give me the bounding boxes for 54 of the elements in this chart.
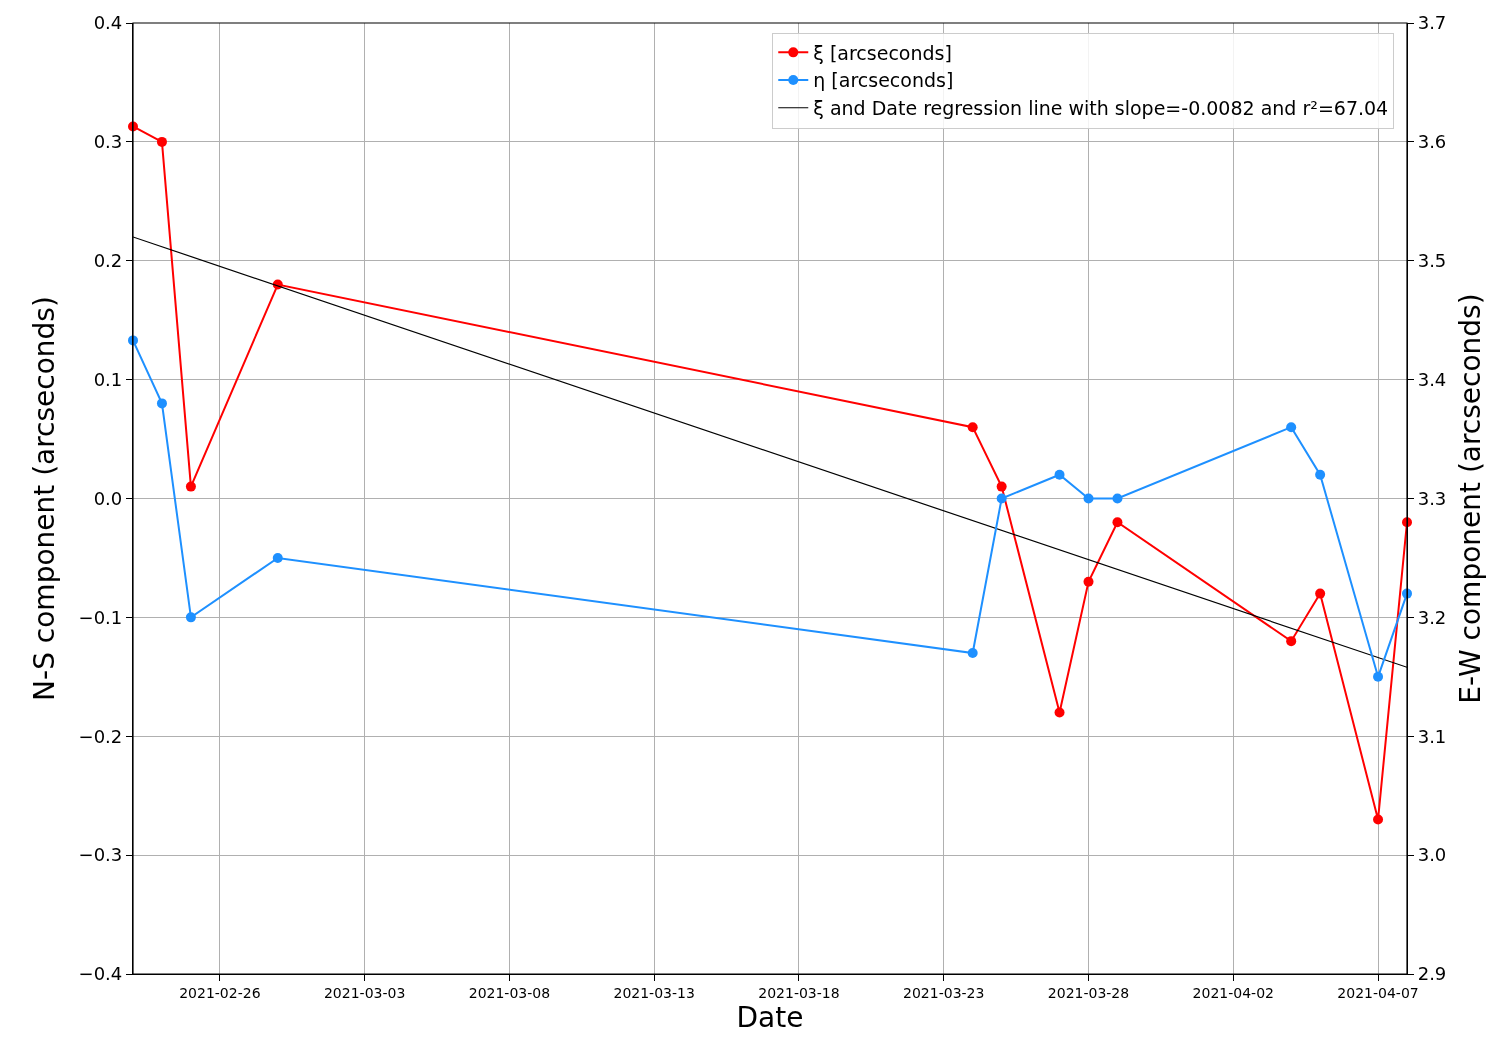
x-tick-label: 2021-03-23: [903, 984, 985, 1001]
legend-label: ξ and Date regression line with slope=-0.0082 and r²=67.04: [813, 97, 1389, 120]
y2-tick-label: 3.1: [1417, 725, 1447, 747]
y-tick-label: 0.2: [93, 250, 123, 272]
y2-tick-label: 2.9: [1417, 963, 1447, 985]
point: [996, 481, 1007, 492]
point: [1112, 517, 1123, 528]
point: [1286, 422, 1297, 433]
point: [156, 136, 167, 147]
y2-tick-label: 3.2: [1417, 606, 1447, 628]
x-tick-label: 2021-03-18: [758, 984, 840, 1001]
y-tick-label: 0.1: [93, 368, 123, 390]
point: [967, 422, 978, 433]
y2-tick-label: 3.0: [1417, 844, 1447, 866]
x-tick-label: 2021-03-03: [323, 984, 406, 1001]
y2-tick-label: 3.4: [1417, 368, 1447, 390]
y2-axis-title: E-W component (arcseconds): [1454, 293, 1488, 704]
point: [272, 552, 283, 563]
y2-tick-label: 3.3: [1417, 487, 1447, 509]
point: [996, 493, 1007, 504]
point: [1286, 636, 1297, 647]
y-tick-label: 0.4: [93, 12, 123, 34]
point: [1054, 707, 1065, 718]
x-tick-label: 2021-02-26: [179, 984, 261, 1001]
y-tick-label: 0.0: [93, 487, 123, 509]
point: [1083, 576, 1094, 587]
y2-tick-label: 3.5: [1417, 250, 1447, 272]
point: [156, 398, 167, 409]
y-axis-title: N-S component (arcseconds): [28, 296, 62, 701]
y2-tick-label: 3.6: [1417, 131, 1447, 153]
x-tick-label: 2021-03-13: [613, 984, 695, 1001]
x-tick-label: 2021-03-08: [468, 984, 551, 1001]
point: [1112, 493, 1123, 504]
y-tick-label: −0.3: [78, 844, 123, 866]
point: [1373, 814, 1384, 825]
point: [1054, 469, 1065, 480]
y2-tick-label: 3.7: [1417, 12, 1447, 34]
point: [185, 481, 196, 492]
legend-label: η [arcseconds]: [813, 69, 954, 92]
point: [1373, 671, 1384, 682]
x-tick-label: 2021-03-28: [1047, 984, 1130, 1001]
y-tick-label: −0.4: [78, 963, 123, 985]
legend-label: ξ [arcseconds]: [813, 41, 952, 64]
point: [967, 648, 978, 659]
x-tick-label: 2021-04-02: [1192, 984, 1274, 1001]
x-tick-label: 2021-04-07: [1337, 984, 1419, 1001]
point: [1083, 493, 1094, 504]
point: [1315, 469, 1326, 480]
y-tick-label: −0.1: [78, 606, 123, 628]
x-axis-title: Date: [736, 1000, 804, 1034]
point: [185, 612, 196, 623]
point: [1315, 588, 1326, 599]
y-tick-label: 0.3: [93, 131, 123, 153]
y-tick-label: −0.2: [78, 725, 123, 747]
